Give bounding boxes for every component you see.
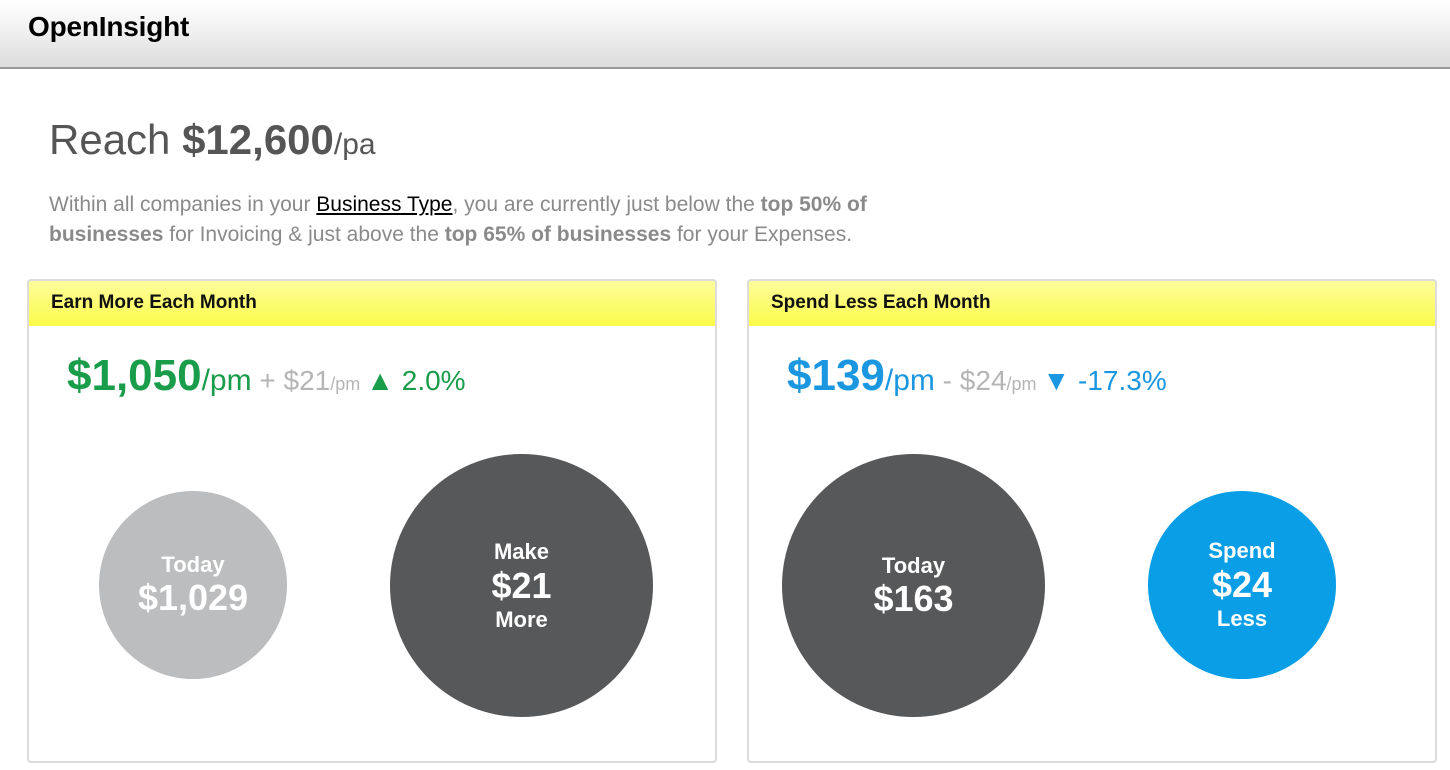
spend-target-value: $24	[1211, 564, 1273, 605]
headline-prefix: Reach	[49, 116, 183, 163]
headline-unit: /pa	[333, 128, 376, 161]
earn-delta: $21	[283, 365, 331, 396]
spend-target-bottom-label: Less	[1216, 606, 1268, 631]
spend-today-label: Today	[881, 552, 946, 578]
summary-part: for your Expenses.	[671, 223, 853, 246]
earn-delta-per: /pm	[330, 374, 361, 394]
headline-amount: $12,600	[182, 116, 334, 163]
spend-change: ▼ -17.3%	[1042, 365, 1167, 396]
earn-target-top-label: Make	[493, 538, 550, 564]
earn-change: ▲ 2.0%	[366, 365, 466, 396]
earn-target-bottom-label: More	[495, 606, 548, 632]
earn-target-circle: Make $21 More	[390, 454, 653, 717]
spend-less-panel: Spend Less Each Month $139/pm - $24/pm ▼ …	[747, 279, 1437, 763]
app-title: OpenInsight	[28, 11, 190, 42]
earn-operator: +	[251, 365, 284, 396]
earn-target-value: $21	[491, 564, 552, 606]
spend-amount: $139	[787, 351, 885, 400]
spend-metric: $139/pm - $24/pm ▼ -17.3%	[787, 351, 1167, 401]
spend-today-value: $163	[873, 577, 954, 619]
top-bar: OpenInsight	[0, 0, 1450, 69]
earn-panel-title: Earn More Each Month	[29, 281, 715, 326]
earn-today-label: Today	[161, 552, 225, 577]
spend-per: /pm	[884, 364, 935, 397]
spend-panel-title: Spend Less Each Month	[749, 281, 1435, 326]
spend-operator: -	[934, 365, 960, 396]
summary-part: Within all companies in your	[49, 193, 317, 216]
summary-emphasis: top 65% of businesses	[444, 223, 672, 246]
spend-target-top-label: Spend	[1208, 538, 1276, 563]
earn-per: /pm	[201, 364, 252, 397]
summary-part: , you are currently just below the	[452, 193, 761, 216]
earn-metric: $1,050/pm + $21/pm ▲ 2.0%	[67, 351, 466, 401]
spend-target-circle: Spend $24 Less	[1148, 491, 1336, 679]
summary-text: Within all companies in your Business Ty…	[49, 190, 949, 250]
spend-delta: $24	[959, 365, 1007, 396]
spend-delta-per: /pm	[1006, 374, 1037, 394]
earn-amount: $1,050	[67, 351, 202, 400]
earn-today-value: $1,029	[137, 577, 249, 618]
summary-part: for Invoicing & just above the	[163, 223, 445, 246]
business-type-link[interactable]: Business Type	[316, 193, 453, 216]
page-title: Reach $12,600/pa	[49, 116, 376, 164]
spend-today-circle: Today $163	[782, 454, 1045, 717]
summary-emphasis: top 50% of businesses	[49, 193, 867, 246]
earn-more-panel: Earn More Each Month $1,050/pm + $21/pm ▲…	[27, 279, 717, 763]
earn-today-circle: Today $1,029	[99, 491, 287, 679]
